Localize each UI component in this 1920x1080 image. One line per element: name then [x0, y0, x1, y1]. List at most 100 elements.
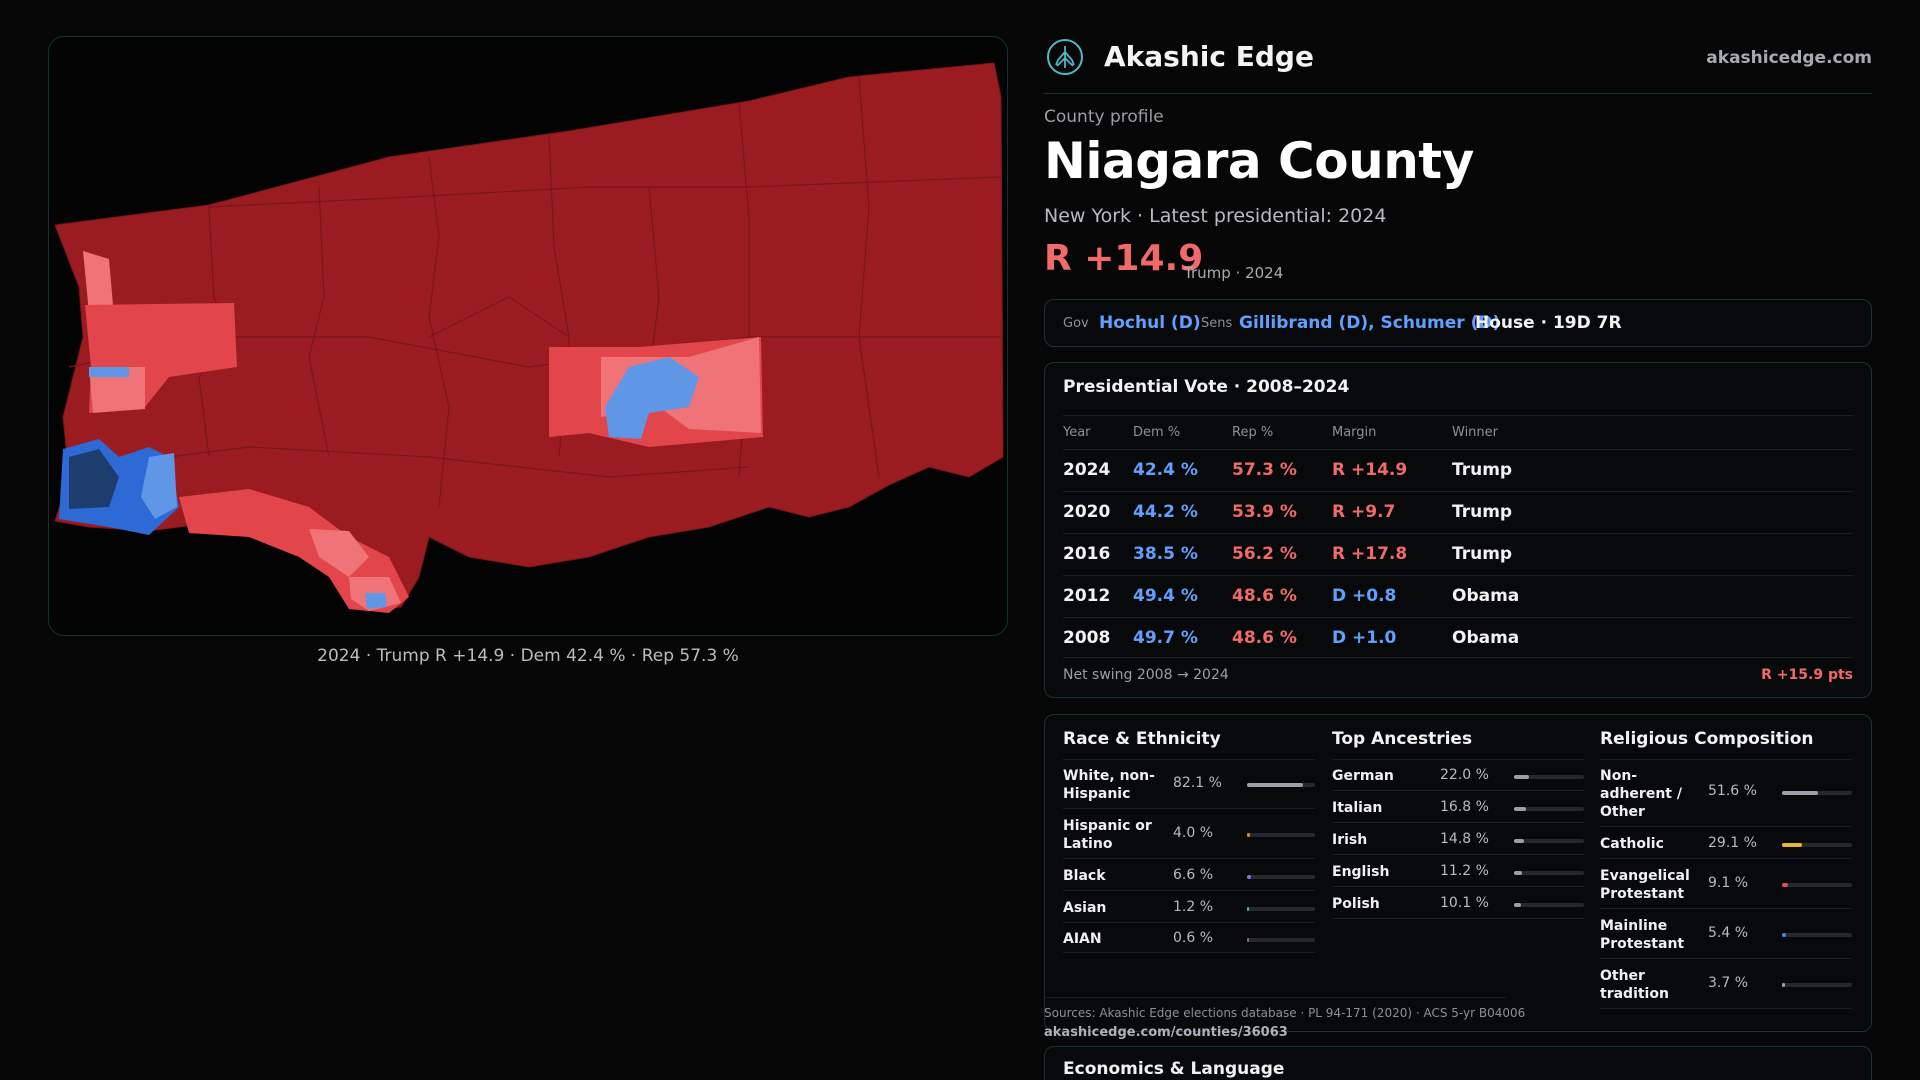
- headline-margin: R +14.9: [1044, 238, 1204, 279]
- brand-url-link[interactable]: akashicedge.com: [1706, 48, 1872, 68]
- religion-row: Non-adherent / Other 51.6 %: [1600, 759, 1852, 827]
- religion-row-label: Catholic: [1600, 836, 1664, 852]
- religion-title: Religious Composition: [1600, 729, 1814, 749]
- race-row-bar: [1247, 875, 1315, 879]
- race-row-label: Black: [1063, 868, 1106, 884]
- race-row-percent: 6.6 %: [1173, 867, 1214, 883]
- profile-kicker: County profile: [1044, 107, 1164, 127]
- race-row-label: AIAN: [1063, 931, 1102, 947]
- profile-panel: Akashic Edge akashicedge.com County prof…: [1044, 0, 1872, 1080]
- ancestry-row: Polish 10.1 %: [1332, 887, 1584, 919]
- race-row-bar-fill: [1247, 783, 1303, 787]
- map-region-south-light: [309, 529, 369, 577]
- race-row-bar: [1247, 783, 1315, 787]
- race-row-percent: 1.2 %: [1173, 899, 1214, 915]
- race-row-percent: 82.1 %: [1173, 775, 1222, 791]
- row-rep: 56.2 %: [1232, 544, 1297, 564]
- row-dem: 38.5 %: [1133, 544, 1198, 564]
- county-map-panel[interactable]: [48, 36, 1008, 636]
- religion-row-bar-fill: [1782, 983, 1785, 987]
- divider: [1063, 759, 1315, 760]
- religion-row-bar: [1782, 933, 1852, 937]
- demographics-card: Race & Ethnicity White, non-Hispanic 82.1…: [1044, 714, 1872, 1032]
- map-county-base: [54, 62, 1004, 612]
- religion-row-percent: 51.6 %: [1708, 783, 1757, 799]
- sens-value: Gillibrand (D), Schumer (D): [1239, 313, 1501, 333]
- religion-row-label: Non-adherent / Other: [1600, 768, 1682, 820]
- divider: [1332, 759, 1584, 760]
- ancestry-title: Top Ancestries: [1332, 729, 1473, 749]
- ancestry-row-percent: 16.8 %: [1440, 799, 1489, 815]
- headline-note: Trump · 2024: [1184, 264, 1284, 282]
- row-dem: 42.4 %: [1133, 460, 1198, 480]
- net-swing-label: Net swing 2008 → 2024: [1063, 667, 1229, 683]
- ancestry-row-percent: 11.2 %: [1440, 863, 1489, 879]
- race-row-bar: [1247, 938, 1315, 942]
- race-row-label: Asian: [1063, 900, 1107, 916]
- row-year: 2024: [1063, 460, 1111, 480]
- col-dem: Dem %: [1133, 425, 1181, 440]
- religion-row: Mainline Protestant 5.4 %: [1600, 909, 1852, 959]
- religion-row-label: Other tradition: [1600, 968, 1669, 1002]
- race-row-bar-fill: [1247, 938, 1249, 942]
- religion-row: Other tradition 3.7 %: [1600, 959, 1852, 1009]
- table-row: 2012 49.4 % 48.6 % D +0.8 Obama: [1063, 575, 1853, 617]
- map-region-west: [83, 251, 113, 313]
- county-map[interactable]: [49, 37, 1008, 636]
- presidential-vote-card: Presidential Vote · 2008–2024 Year Dem %…: [1044, 362, 1872, 698]
- race-row-percent: 4.0 %: [1173, 825, 1214, 841]
- col-margin: Margin: [1332, 425, 1377, 440]
- race-row-bar: [1247, 833, 1315, 837]
- table-row: 2008 49.7 % 48.6 % D +1.0 Obama: [1063, 617, 1853, 657]
- map-precinct-city-blue: [365, 593, 387, 609]
- map-region-southwest-darkblue: [69, 449, 119, 509]
- col-rep: Rep %: [1232, 425, 1274, 440]
- race-row-label: White, non-Hispanic: [1063, 768, 1155, 802]
- ancestry-row-label: Irish: [1332, 832, 1368, 848]
- table-row: 2024 42.4 % 57.3 % R +14.9 Trump: [1063, 449, 1853, 491]
- religion-row-bar: [1782, 843, 1852, 847]
- race-row-bar-fill: [1247, 833, 1250, 837]
- page-title: Niagara County: [1044, 132, 1474, 190]
- ancestry-row: German 22.0 %: [1332, 759, 1584, 791]
- row-winner: Obama: [1452, 586, 1520, 606]
- ancestry-row-bar-fill: [1514, 807, 1526, 811]
- ancestry-row-bar: [1514, 775, 1584, 779]
- race-row: Asian 1.2 %: [1063, 891, 1315, 923]
- row-winner: Trump: [1452, 460, 1513, 480]
- officials-bar: Gov Hochul (D) Sens Gillibrand (D), Schu…: [1044, 299, 1872, 347]
- ancestry-row-percent: 22.0 %: [1440, 767, 1489, 783]
- row-winner: Trump: [1452, 544, 1513, 564]
- sources-url-link[interactable]: akashicedge.com/counties/36063: [1044, 1025, 1288, 1040]
- profile-subtitle: New York · Latest presidential: 2024: [1044, 205, 1387, 227]
- row-year: 2008: [1063, 628, 1111, 648]
- economics-title: Economics & Language: [1063, 1059, 1285, 1079]
- ancestry-row-percent: 10.1 %: [1440, 895, 1489, 911]
- religion-row-bar: [1782, 883, 1852, 887]
- race-row: AIAN 0.6 %: [1063, 923, 1315, 953]
- religion-row-percent: 9.1 %: [1708, 875, 1749, 891]
- ancestry-row-label: English: [1332, 864, 1390, 880]
- net-swing-row: Net swing 2008 → 2024 R +15.9 pts: [1063, 657, 1853, 691]
- sens-label: Sens: [1201, 316, 1233, 331]
- row-year: 2012: [1063, 586, 1111, 606]
- religion-row-bar-fill: [1782, 791, 1819, 795]
- divider: [1600, 759, 1852, 760]
- table-row: 2016 38.5 % 56.2 % R +17.8 Trump: [1063, 533, 1853, 575]
- row-dem: 49.7 %: [1133, 628, 1198, 648]
- religion-row: Evangelical Protestant 9.1 %: [1600, 859, 1852, 909]
- race-row-bar-fill: [1247, 875, 1252, 879]
- religion-row: Catholic 29.1 %: [1600, 827, 1852, 859]
- religion-row-label: Mainline Protestant: [1600, 918, 1685, 952]
- tree-logo-icon: [1047, 39, 1083, 75]
- col-winner: Winner: [1452, 425, 1499, 440]
- row-margin: R +9.7: [1332, 502, 1396, 522]
- race-title: Race & Ethnicity: [1063, 729, 1221, 749]
- ancestry-row-label: German: [1332, 768, 1394, 784]
- ancestry-row-bar-fill: [1514, 775, 1530, 779]
- vote-table-header: Year Dem % Rep % Margin Winner: [1063, 415, 1853, 449]
- ancestry-row-percent: 14.8 %: [1440, 831, 1489, 847]
- religion-row-bar-fill: [1782, 843, 1803, 847]
- table-row: 2020 44.2 % 53.9 % R +9.7 Trump: [1063, 491, 1853, 533]
- vote-card-title: Presidential Vote · 2008–2024: [1063, 377, 1350, 397]
